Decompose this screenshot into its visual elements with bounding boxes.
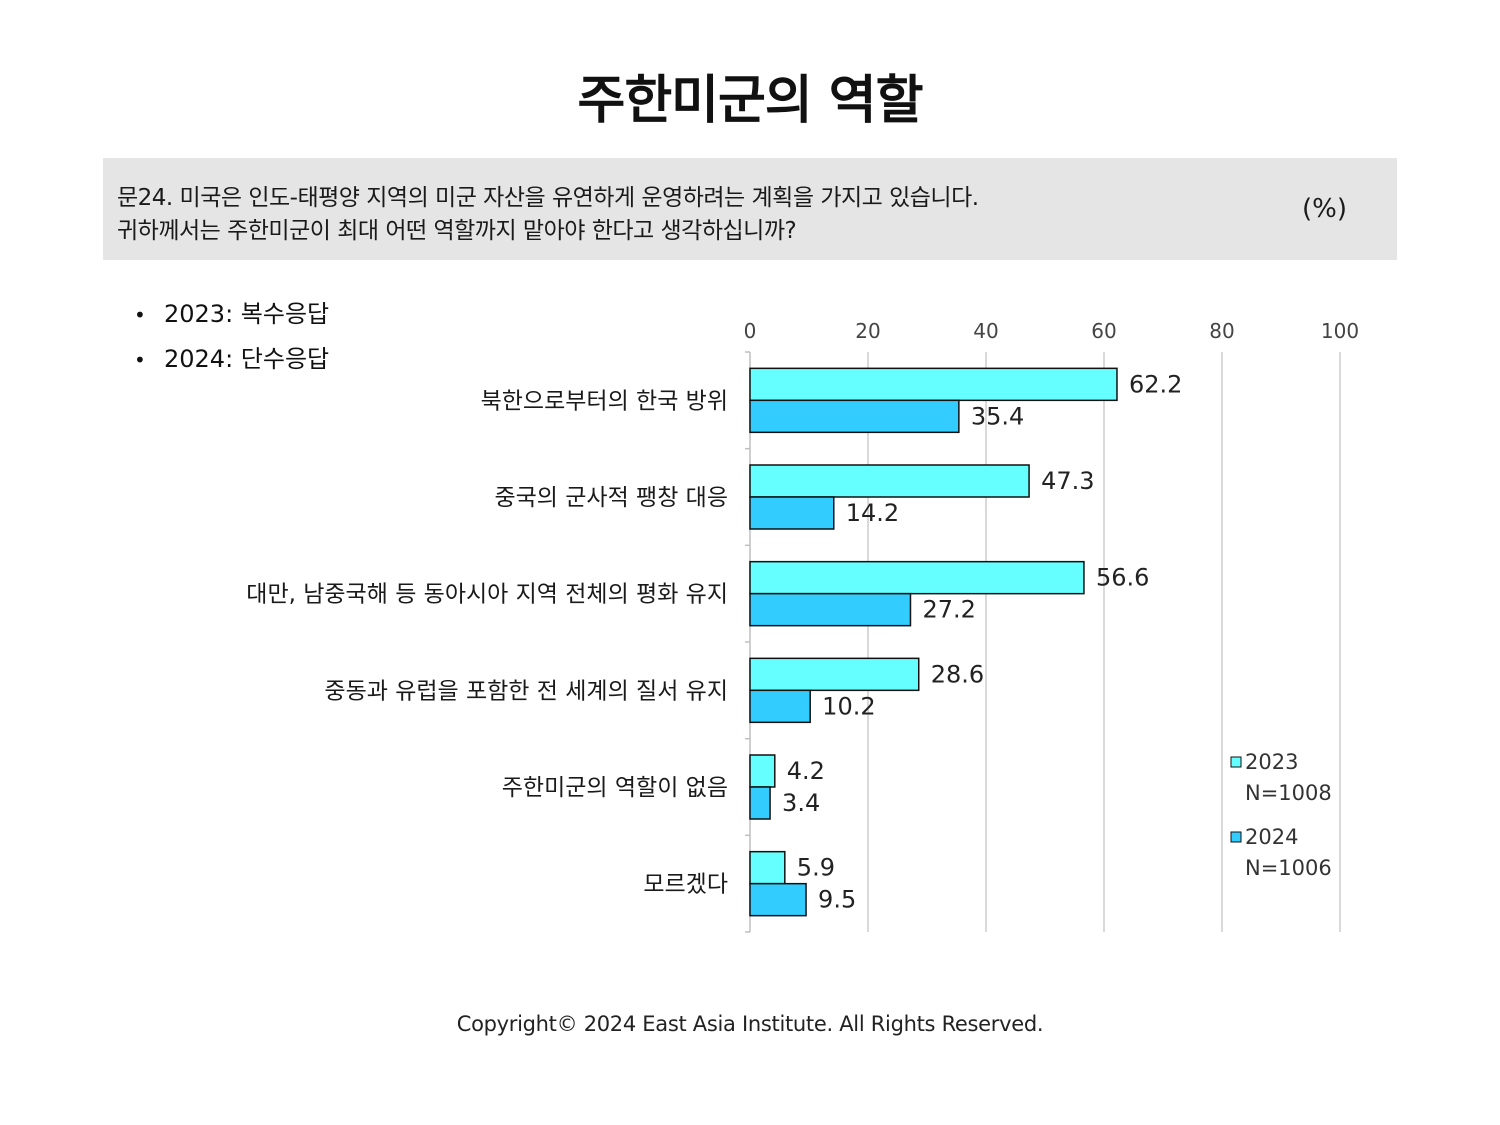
bar-2023 xyxy=(749,367,1118,402)
legend-sample-size: N=1006 xyxy=(1245,856,1332,880)
data-label: 28.6 xyxy=(931,660,984,688)
data-label: 5.9 xyxy=(797,854,835,882)
x-tick-label: 100 xyxy=(1321,319,1359,343)
bar-2024 xyxy=(749,882,807,917)
data-label: 27.2 xyxy=(922,596,975,624)
question-box: 문24. 미국은 인도-태평양 지역의 미군 자산을 유연하게 운영하려는 계획… xyxy=(103,158,1397,260)
data-labels: 62.2 47.3 56.6 28.6 4.2 5.9 35.4 14.2 27.2 10.2 3.… xyxy=(782,370,1182,913)
category-label: 대만, 남중국해 등 동아시아 지역 전체의 평화 유지 xyxy=(246,582,728,608)
category-label: 모르겠다 xyxy=(643,872,728,898)
note-text: 2024: 단수응답 xyxy=(164,345,330,373)
grid-layer xyxy=(745,351,1341,933)
bar-2024 xyxy=(749,592,912,627)
legend: 2023 N=1008 2024 N=1006 xyxy=(1230,750,1332,880)
question-line-2: 귀하께서는 주한미군이 최대 어떤 역할까지 맡아야 한다고 생각하십니까? xyxy=(117,218,797,244)
bar-2023 xyxy=(749,850,786,885)
data-label: 10.2 xyxy=(822,692,875,720)
tick-labels: 0 20 40 60 80 100 xyxy=(744,319,1359,343)
data-label: 3.4 xyxy=(782,789,820,817)
unit-label: (%) xyxy=(1302,194,1347,224)
bar-2024 xyxy=(749,399,960,434)
bar-2023 xyxy=(749,657,920,692)
category-label: 중동과 유럽을 포함한 전 세계의 질서 유지 xyxy=(324,678,728,704)
note-2024: • 2024: 단수응답 xyxy=(134,339,329,374)
x-tick-label: 40 xyxy=(973,319,998,343)
legend-series-name: 2024 xyxy=(1245,825,1298,849)
data-label: 9.5 xyxy=(818,886,856,914)
x-tick-label: 60 xyxy=(1091,319,1116,343)
question-line-1: 문24. 미국은 인도-태평양 지역의 미군 자산을 유연하게 운영하려는 계획… xyxy=(117,185,979,211)
legend-sample-size: N=1008 xyxy=(1245,781,1332,805)
data-label: 35.4 xyxy=(971,402,1024,430)
chart-title: 주한미군의 역할 xyxy=(577,71,924,131)
note-text: 2023: 복수응답 xyxy=(164,300,330,328)
data-label: 14.2 xyxy=(846,499,899,527)
x-tick-label: 20 xyxy=(855,319,880,343)
category-label: 주한미군의 역할이 없음 xyxy=(502,775,728,801)
legend-swatch xyxy=(1230,831,1242,843)
bar-2024 xyxy=(749,496,835,530)
copyright-footer: Copyright© 2024 East Asia Institute. All… xyxy=(456,1012,1044,1036)
bar-2023 xyxy=(749,754,776,788)
data-label: 47.3 xyxy=(1041,467,1094,495)
x-tick-label: 0 xyxy=(744,319,757,343)
bar-2024 xyxy=(749,786,771,820)
legend-swatch xyxy=(1230,756,1242,768)
bars xyxy=(749,367,1118,917)
legend-series-name: 2023 xyxy=(1245,750,1298,774)
bullet-icon: • xyxy=(134,348,146,372)
bar-2024 xyxy=(749,689,811,724)
category-label: 중국의 군사적 팽창 대응 xyxy=(494,485,728,511)
bullet-icon: • xyxy=(134,303,146,327)
bar-2023 xyxy=(749,560,1085,595)
x-tick-label: 80 xyxy=(1209,319,1234,343)
category-label: 북한으로부터의 한국 방위 xyxy=(481,388,728,414)
bar-2023 xyxy=(749,464,1030,498)
data-label: 56.6 xyxy=(1096,564,1149,592)
data-label: 62.2 xyxy=(1129,370,1182,398)
note-2023: • 2023: 복수응답 xyxy=(134,294,329,329)
data-label: 4.2 xyxy=(787,757,825,785)
